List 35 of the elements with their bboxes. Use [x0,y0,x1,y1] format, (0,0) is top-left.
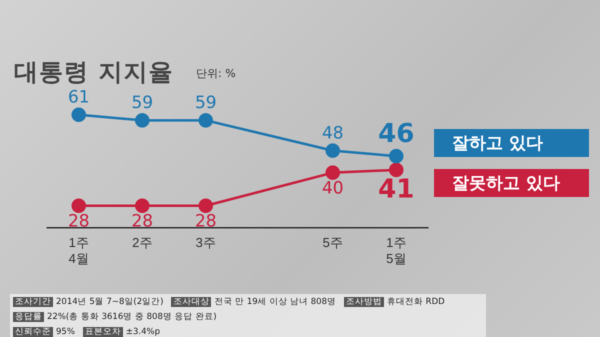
text: 잘못하고 있다 [452,173,560,194]
data-label: 61 [68,88,90,108]
text: 신뢰수준 95% [14,327,75,337]
text: 단위: % [196,66,236,81]
data-label: 28 [194,212,217,232]
data-label: 40 [322,178,344,199]
text: 조사대상 전국 만 19세 이상 남녀 808명 [172,297,336,307]
point [198,198,213,213]
text: 조사방법 휴대전화 RDD [344,297,445,307]
point [72,198,86,213]
data-label: 59 [131,93,154,114]
point [198,113,213,128]
point [389,148,404,164]
point [389,162,404,178]
text: 표본오차 ±3.4%p [84,327,160,337]
x-tick-label: 5주 [322,235,343,250]
text: 잘하고 있다 [452,133,543,154]
x-tick-label: 3주 [196,235,216,250]
data-label: 28 [131,212,154,232]
x-tick-label: 2주 [132,235,152,250]
point [135,198,150,213]
text: 조사기간 2014년 5월 7~8일(2일간) [14,297,164,307]
data-label: 41 [378,174,414,205]
point [326,143,340,158]
data-label: 59 [194,93,217,114]
data-label: 48 [322,124,344,144]
data-label: 28 [68,212,90,232]
point [135,113,150,128]
x-tick-label: 1주 5월 [386,235,406,266]
point [326,165,340,180]
x-tick-label: 1주 4월 [68,235,89,266]
chart-title: 대통령 지지율 [14,57,174,88]
text: 응답률 22%(총 통화 3616명 중 808명 응답 완료) [14,312,217,322]
point [72,108,86,122]
data-label: 46 [378,118,414,149]
